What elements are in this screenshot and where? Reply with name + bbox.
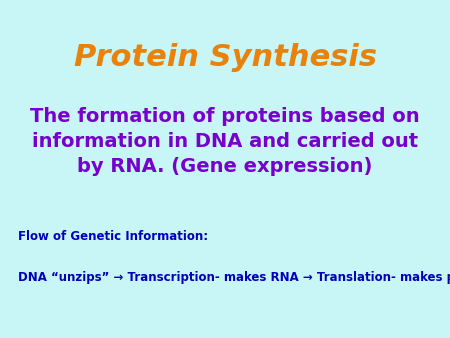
Text: Protein Synthesis: Protein Synthesis <box>73 43 377 72</box>
Text: The formation of proteins based on
information in DNA and carried out
by RNA. (G: The formation of proteins based on infor… <box>30 107 420 176</box>
Text: DNA “unzips” → Transcription- makes RNA → Translation- makes protein: DNA “unzips” → Transcription- makes RNA … <box>18 271 450 284</box>
Text: Flow of Genetic Information:: Flow of Genetic Information: <box>18 230 208 243</box>
